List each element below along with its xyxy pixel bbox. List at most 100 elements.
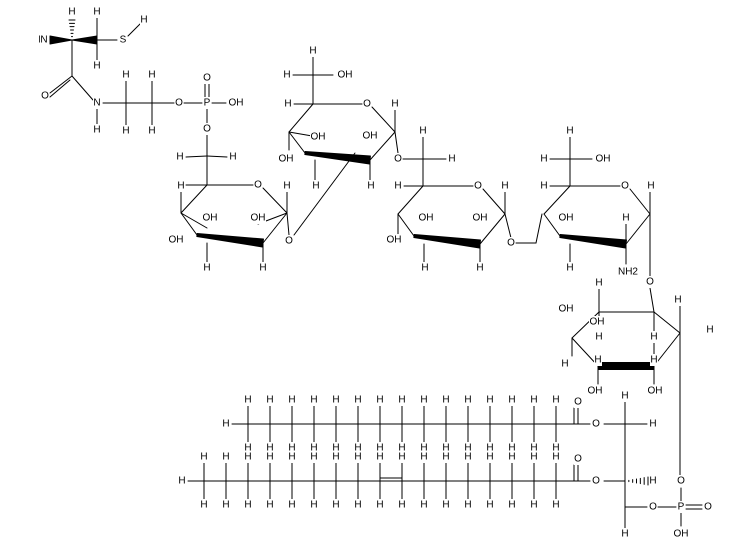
acyl1-h-up-mask xyxy=(530,394,538,406)
acyl1-h-down-mask xyxy=(310,442,318,454)
ethanolamine-o-label-mask xyxy=(175,97,183,109)
manA-h6a-label-mask xyxy=(176,151,184,163)
acyl1-h-up: H xyxy=(332,395,339,406)
phos2-oxo-label: O xyxy=(704,502,712,513)
acyl1-h-down-mask xyxy=(354,442,362,454)
ino-h-a-label: H xyxy=(595,278,602,289)
acyl2-h-up: H xyxy=(486,452,493,463)
manB-glyco-o-label-mask xyxy=(394,153,402,165)
acyl1-h-up-mask xyxy=(420,394,428,406)
glcn-h6a-label-mask xyxy=(566,125,574,137)
thiol-h-label-mask xyxy=(140,14,148,26)
acyl2-h-down: H xyxy=(530,500,537,511)
p-ester-o-label: O xyxy=(203,124,211,135)
acyl1-h-down: H xyxy=(464,443,471,454)
glcn-h1-label: H xyxy=(647,181,654,192)
acyl2-h-down-mask xyxy=(332,499,340,511)
manC-h2-label: H xyxy=(476,263,483,274)
acyl2-carbonyl-o-label-mask xyxy=(574,453,582,465)
acyl1-h-down-mask xyxy=(332,442,340,454)
phosphorus-label-mask xyxy=(203,97,211,109)
ino-h-g-label-mask xyxy=(594,354,602,366)
acyl1-h-down: H xyxy=(552,443,559,454)
acyl1-h-down-mask xyxy=(244,442,252,454)
acyl2-h-down-mask xyxy=(486,499,494,511)
acyl2-h-up: H xyxy=(288,452,295,463)
acyl1-h-down-mask xyxy=(442,442,450,454)
acyl1-h-up-mask xyxy=(288,394,296,406)
ino-oh-d-label-mask xyxy=(647,385,663,397)
acyl1-h-up: H xyxy=(244,395,251,406)
manB-oh4-label-mask xyxy=(278,153,294,165)
acyl2-h-up-mask xyxy=(244,451,252,463)
acyl2-h-up-mask xyxy=(398,451,406,463)
acyl1-h-down-mask xyxy=(398,442,406,454)
acyl1-h-up: H xyxy=(442,395,449,406)
phos2-ino-o-label-mask xyxy=(677,475,685,487)
manC-h4-label-dup: H xyxy=(394,181,401,192)
acyl2-h-down-mask xyxy=(420,499,428,511)
glcn-oh3-label-mask xyxy=(558,212,574,224)
acyl1-h-down: H xyxy=(244,443,251,454)
manA-oh4-label-mask xyxy=(168,234,184,246)
phos2-label: P xyxy=(678,502,685,513)
ethyl-h3-label: H xyxy=(148,70,155,81)
acyl1-h-up-mask xyxy=(332,394,340,406)
acyl1-h-down: H xyxy=(310,443,317,454)
manB-front-bond xyxy=(304,151,371,165)
manA-oh4-label: OH xyxy=(169,235,184,246)
acyl2-h-down: H xyxy=(222,500,229,511)
bond xyxy=(653,332,681,367)
amide-n-label-mask xyxy=(93,97,101,109)
glcn-nh2-label-mask xyxy=(619,266,637,278)
manB-glyco-o-label: O xyxy=(394,154,402,165)
manA-glyco-o-label: O xyxy=(285,236,293,247)
acyl1-h-up-mask xyxy=(442,394,450,406)
acyl1-h-down: H xyxy=(486,443,493,454)
manB-h1-label: H xyxy=(391,99,398,110)
manC-ring-o-label-mask xyxy=(474,180,482,192)
manC-glyco-o-label: O xyxy=(507,238,515,249)
cb-h1-label-mask xyxy=(93,6,101,18)
acyl2-h-down-mask xyxy=(266,499,274,511)
bond xyxy=(394,131,399,154)
manB-oh3-label-mask xyxy=(310,131,326,143)
acyl2-h-down-mask xyxy=(222,499,230,511)
manA-h6b-label-mask xyxy=(229,151,237,163)
ino-h-f-label: H xyxy=(706,325,713,336)
ethyl-h3-label-mask xyxy=(148,69,156,81)
glcn-h2-label-mask xyxy=(622,212,630,224)
p-ester-o-label-mask xyxy=(203,123,211,135)
acyl1-h-up: H xyxy=(398,395,405,406)
ino-h-h-label-mask xyxy=(650,354,658,366)
manC-ring-o-label: O xyxy=(474,181,482,192)
acyl2-h-up-mask xyxy=(486,451,494,463)
alpha-h-label-mask xyxy=(68,6,76,18)
bond xyxy=(649,287,655,313)
gly-phos-o-label-mask xyxy=(649,501,657,513)
manB-ring-o-label: O xyxy=(363,99,371,110)
cb-h2-label: H xyxy=(93,61,100,72)
ino-oh-a-label-mask xyxy=(558,303,574,315)
gly-h4-label: H xyxy=(621,529,628,540)
manB-oh4-label: OH xyxy=(279,154,294,165)
manC-h3-label: H xyxy=(421,263,428,274)
manA-oh2-label: OH xyxy=(251,213,266,224)
acyl2-h-up-mask xyxy=(332,451,340,463)
glcn-ring-o-label: O xyxy=(621,181,629,192)
acyl1-h-down-mask xyxy=(288,442,296,454)
acyl2-h-up: H xyxy=(376,452,383,463)
gly-h3-label-mask xyxy=(649,475,657,487)
ino-h-h-label: H xyxy=(650,355,657,366)
bond xyxy=(286,212,290,236)
acyl2-h-up: H xyxy=(508,452,515,463)
glcn-h6b-label: H xyxy=(540,154,547,165)
glcn-h6b-label-mask xyxy=(540,153,548,165)
acyl2-h-up-mask xyxy=(464,451,472,463)
ino-h-a-label-mask xyxy=(595,277,603,289)
bond xyxy=(629,188,651,215)
glcn-h5-label: H xyxy=(540,181,547,192)
cb-h2-label-mask xyxy=(93,60,101,72)
acyl1-terminal-h-label-mask xyxy=(222,418,230,430)
acyl2-h-up: H xyxy=(354,452,361,463)
